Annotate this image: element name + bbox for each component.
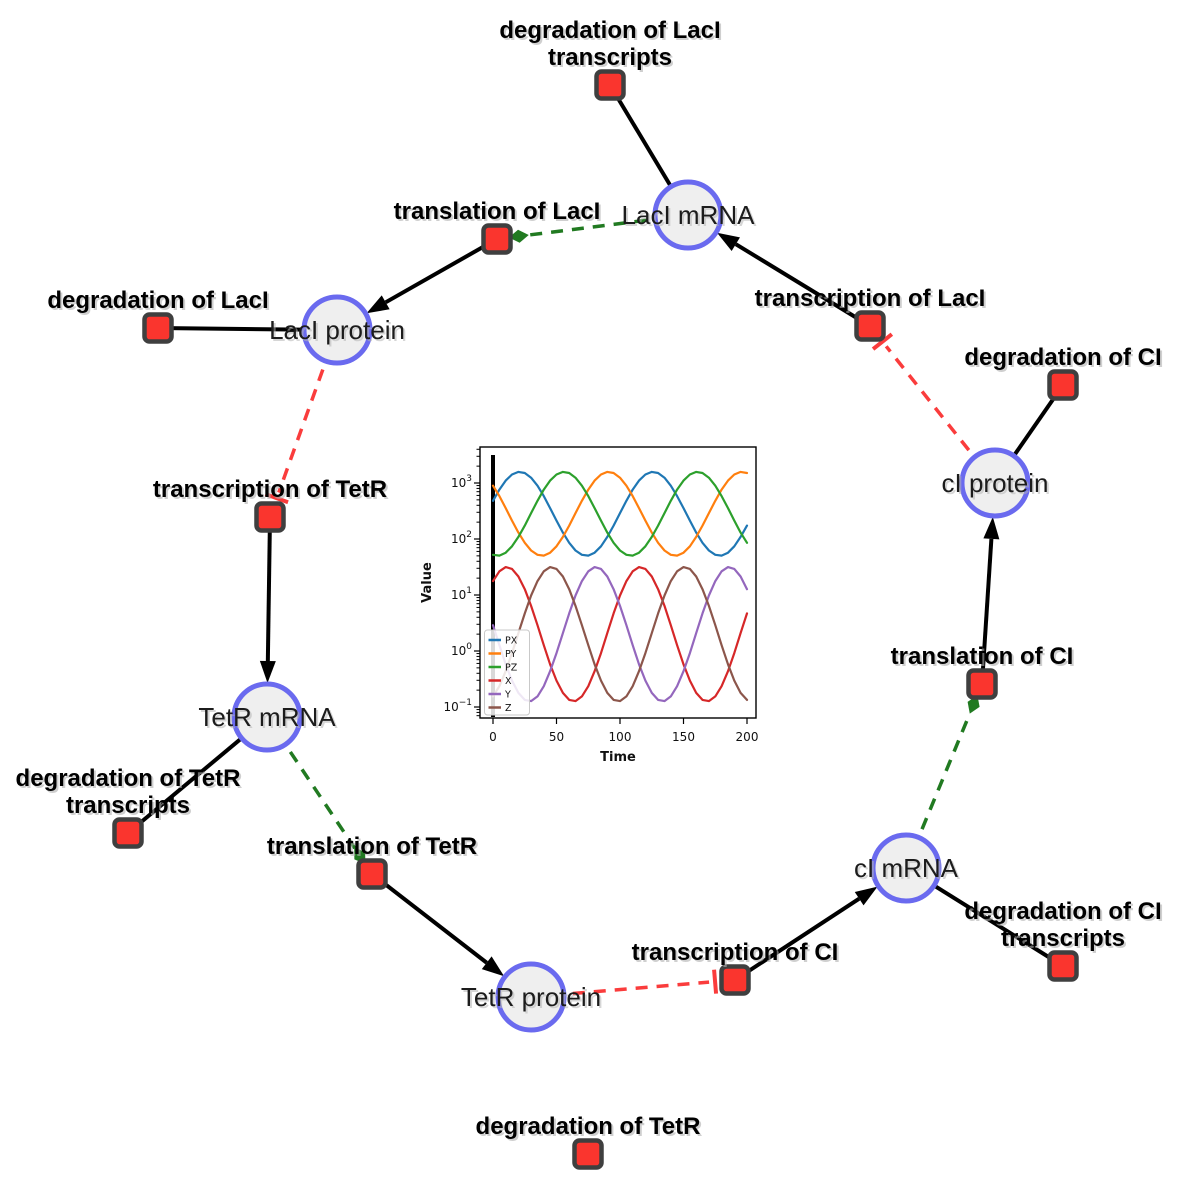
chart-series-Z <box>491 565 749 703</box>
y-tick-label: 100 <box>451 642 472 658</box>
y-axis-title: Value <box>420 562 435 603</box>
y-tick-label: 103 <box>451 474 472 490</box>
reaction-node-deg_laci_tx[interactable] <box>594 69 626 101</box>
legend-label-Z: Z <box>505 703 512 714</box>
chart-series-PY <box>491 470 749 557</box>
nodes-layer <box>112 69 1079 1170</box>
reaction-label-transl_laci: translation of LacI <box>394 198 601 225</box>
x-tick-label: 50 <box>549 730 564 744</box>
reaction-label-deg_ci: degradation of CI <box>964 344 1161 371</box>
edge-product-transl_laci-laci_protein <box>366 237 498 314</box>
arrowhead-icon <box>717 232 740 251</box>
legend-label-Y: Y <box>504 690 511 701</box>
x-axis-title: Time <box>600 750 636 765</box>
species-label-tetr_protein: TetR protein <box>461 982 601 1012</box>
chart-series-Y <box>491 565 749 703</box>
chart-legend: PX PY PZ XYZ <box>484 629 530 716</box>
reaction-label-txn_tetr: transcription of TetR <box>153 476 387 503</box>
edge-product-transl_tetr-tetr_protein <box>370 872 505 977</box>
reaction-node-txn_tetr[interactable] <box>254 501 286 533</box>
reaction-label-txn_laci: transcription of LacI <box>755 285 986 312</box>
arrowhead-icon <box>983 516 1000 540</box>
reaction-label-transl_ci: translation of CI <box>891 643 1074 670</box>
reaction-node-deg_tetr[interactable] <box>572 1138 604 1170</box>
edge-product-txn_ci-ci_mrna <box>733 886 878 982</box>
reaction-label-deg_ci_tx: transcripts <box>1001 925 1125 952</box>
chart-series-PZ <box>491 470 749 557</box>
species-node-ci_protein[interactable] <box>959 447 1031 519</box>
reaction-node-txn_laci[interactable] <box>854 310 886 342</box>
species-node-tetr_protein[interactable] <box>495 961 567 1033</box>
y-tick-label: 102 <box>451 530 472 546</box>
arrowhead-icon <box>259 660 276 684</box>
edge-product-txn_tetr-tetr_mrna <box>259 516 276 684</box>
reaction-label-deg_tetr_tx: transcripts <box>66 792 190 819</box>
legend-label-PY: PY <box>505 649 517 660</box>
species-label-laci_protein: LacI protein <box>269 315 405 345</box>
reaction-label-deg_laci_tx: degradation of LacI <box>499 17 720 44</box>
species-label-ci_mrna: cI mRNA <box>854 853 959 883</box>
reaction-node-deg_laci[interactable] <box>142 312 174 344</box>
y-tick-label: 101 <box>451 586 472 602</box>
x-tick-label: 200 <box>736 730 759 744</box>
reaction-label-txn_ci: transcription of CI <box>632 939 839 966</box>
reaction-label-deg_tetr: degradation of TetR <box>476 1113 701 1140</box>
arrowhead-icon <box>854 886 878 906</box>
tbar-inhibitor-icon <box>712 969 719 994</box>
reaction-node-deg_ci_tx[interactable] <box>1047 950 1079 982</box>
reaction-label-transl_tetr: translation of TetR <box>267 833 477 860</box>
tbar-inhibitor-icon <box>264 492 289 505</box>
edge-product-transl_ci-ci_protein <box>980 516 1000 685</box>
x-tick-label: 0 <box>489 730 497 744</box>
species-node-ci_mrna[interactable] <box>870 832 942 904</box>
reaction-node-deg_ci[interactable] <box>1047 369 1079 401</box>
chart-series-X <box>491 565 749 703</box>
chart-series-PX <box>491 470 749 557</box>
reaction-label-deg_laci: degradation of LacI <box>47 287 268 314</box>
reaction-label-deg_ci_tx: degradation of CI <box>964 898 1161 925</box>
reaction-node-txn_ci[interactable] <box>719 964 751 996</box>
species-node-laci_protein[interactable] <box>301 294 373 366</box>
arrowhead-icon <box>481 956 505 977</box>
species-label-ci_protein: cI protein <box>942 468 1049 498</box>
edge-product-txn_laci-laci_mrna <box>717 232 872 328</box>
species-label-laci_mrna: LacI mRNA <box>622 200 756 230</box>
tbar-inhibitor-icon <box>871 332 894 351</box>
y-tick-label: 10−1 <box>443 698 472 714</box>
arrowhead-icon <box>366 295 390 314</box>
chart-axes-box <box>479 446 757 719</box>
species-label-tetr_mrna: TetR mRNA <box>198 702 336 732</box>
labels-layer: degradation of LacItranscriptstranslatio… <box>16 17 1162 1140</box>
diamond-arrowhead-icon <box>508 229 529 243</box>
x-tick-label: 150 <box>672 730 695 744</box>
x-tick-label: 100 <box>609 730 632 744</box>
species-node-tetr_mrna[interactable] <box>231 681 303 753</box>
legend-label-X: X <box>505 676 512 687</box>
reaction-label-deg_laci_tx: transcripts <box>548 44 672 71</box>
reaction-node-transl_laci[interactable] <box>481 223 513 255</box>
reaction-node-transl_ci[interactable] <box>966 668 998 700</box>
species-node-laci_mrna[interactable] <box>652 179 724 251</box>
legend-label-PZ: PZ <box>505 663 518 674</box>
legend-label-PX: PX <box>505 636 518 647</box>
reaction-label-deg_tetr_tx: degradation of TetR <box>16 765 241 792</box>
reaction-node-transl_tetr[interactable] <box>356 858 388 890</box>
edges-layer <box>126 83 1065 999</box>
reaction-node-deg_tetr_tx[interactable] <box>112 817 144 849</box>
